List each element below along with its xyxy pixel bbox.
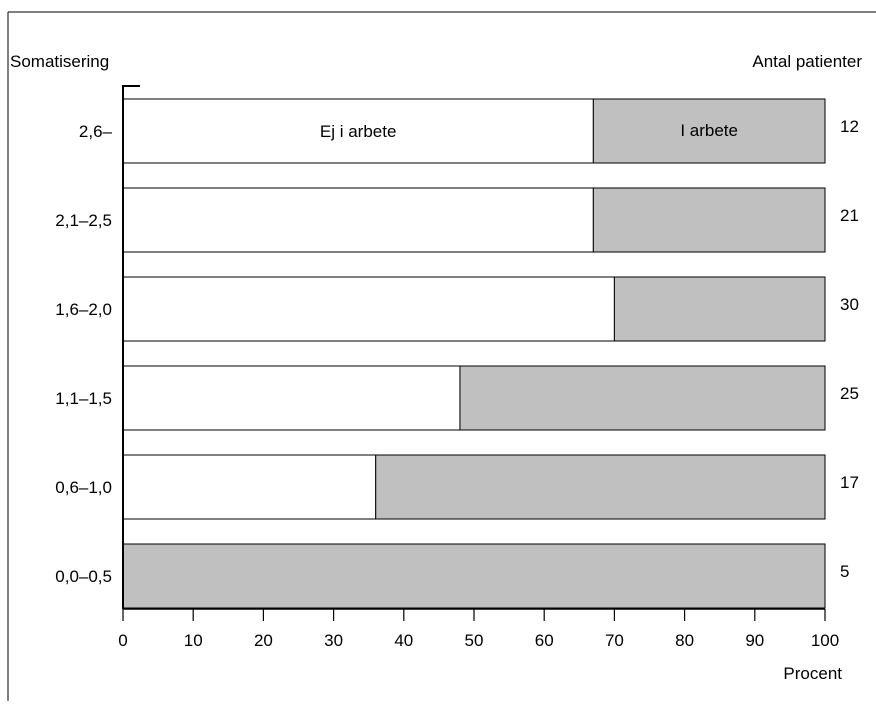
x-tick-label: 10 <box>184 631 203 650</box>
x-tick-label: 80 <box>675 631 694 650</box>
x-tick-label: 40 <box>394 631 413 650</box>
bar-segment-i-arbete <box>122 543 826 609</box>
x-tick-label: 30 <box>324 631 343 650</box>
bar-segment-i-arbete <box>613 276 826 342</box>
category-label: 2,1–2,5 <box>55 211 112 230</box>
bars-group: 2,6– 12 2,1–2,5 21 1,6–2,0 30 1,1–1,5 25 0,6–1,0… <box>55 98 859 609</box>
axes-group: 0 10 20 30 40 50 60 70 80 90 100 <box>118 85 839 650</box>
x-tick-label: 20 <box>254 631 273 650</box>
x-tick-label: 70 <box>605 631 624 650</box>
x-tick-label: 100 <box>811 631 839 650</box>
x-axis-title: Procent <box>783 664 842 683</box>
x-tick-label: 60 <box>535 631 554 650</box>
category-label: 1,1–1,5 <box>55 389 112 408</box>
y-axis-title: Somatisering <box>10 52 109 71</box>
bar-segment-ej-i-arbete <box>122 276 615 342</box>
bar-segment-ej-i-arbete <box>122 187 594 253</box>
bar-segment-ej-i-arbete <box>122 365 461 431</box>
right-axis-title: Antal patienter <box>752 52 862 71</box>
x-tick-label: 0 <box>118 631 127 650</box>
patient-count-label: 17 <box>840 473 859 492</box>
category-label: 0,6–1,0 <box>55 478 112 497</box>
patient-count-label: 12 <box>840 117 859 136</box>
legend-label-ej-i-arbete: Ej i arbete <box>320 122 397 141</box>
x-tick-label: 90 <box>745 631 764 650</box>
bar-segment-i-arbete <box>375 454 826 520</box>
bar-segment-i-arbete <box>459 365 826 431</box>
patient-count-label: 30 <box>840 295 859 314</box>
x-tick-label: 50 <box>465 631 484 650</box>
bar-segment-i-arbete <box>592 98 826 164</box>
patient-count-label: 25 <box>840 384 859 403</box>
patient-count-label: 5 <box>840 562 849 581</box>
category-label: 2,6– <box>79 122 113 141</box>
legend-label-i-arbete: I arbete <box>680 121 738 140</box>
category-label: 0,0–0,5 <box>55 567 112 586</box>
bar-segment-ej-i-arbete <box>122 454 377 520</box>
patient-count-label: 21 <box>840 206 859 225</box>
bar-segment-i-arbete <box>592 187 826 253</box>
category-label: 1,6–2,0 <box>55 300 112 319</box>
